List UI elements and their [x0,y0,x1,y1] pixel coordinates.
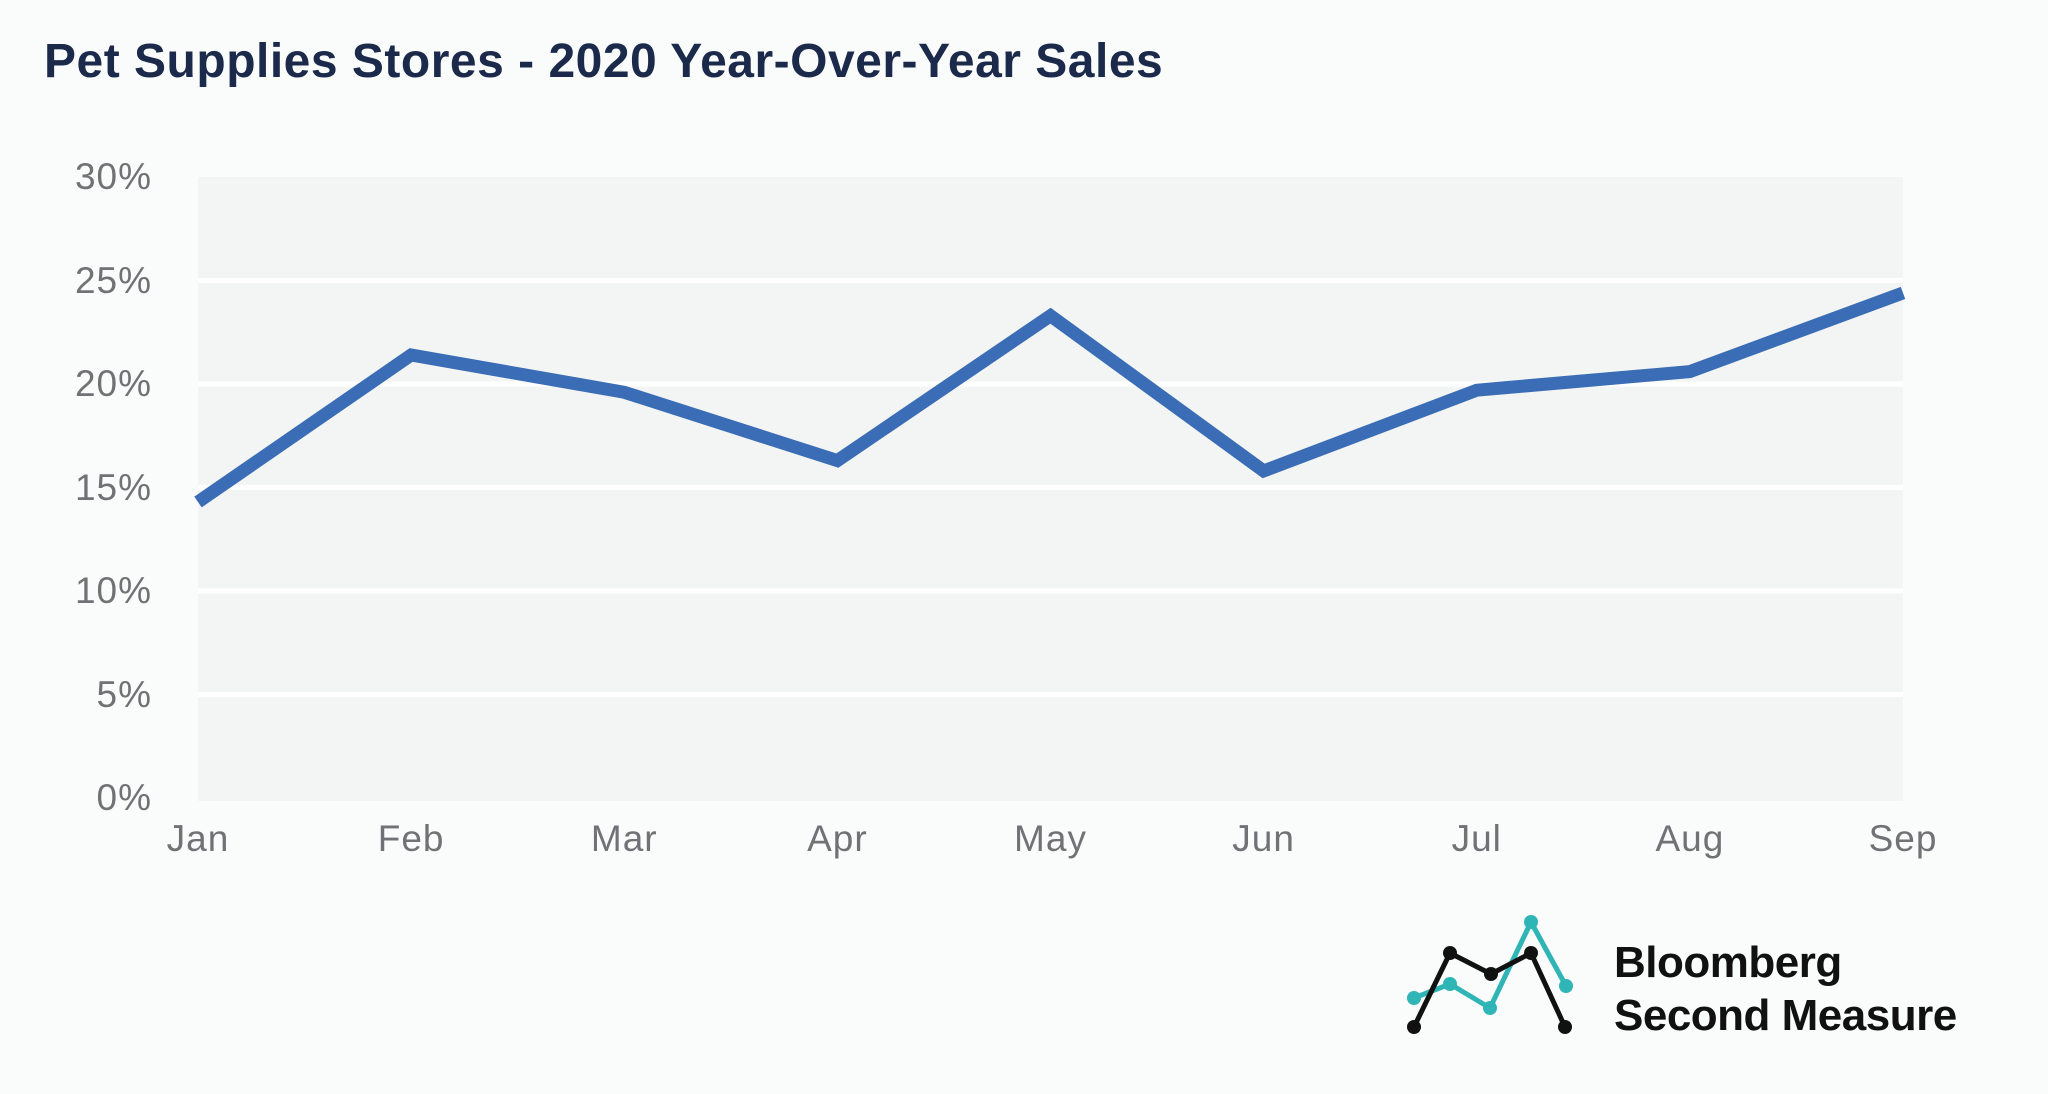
bloomberg-second-measure-logo: Bloomberg Second Measure [1398,912,1957,1042]
x-tick-label: Jun [1232,818,1295,859]
logo-teal-line [1411,919,1569,1011]
y-tick-label: 10% [74,570,152,611]
x-tick-label: Feb [377,818,445,859]
y-tick-label: 30% [74,156,152,197]
logo-teal-line-dot [1407,991,1421,1005]
logo-teal-line-dot [1559,979,1573,993]
logo-teal-line-dot [1483,1001,1497,1015]
logo-black-line-dot [1558,1020,1572,1034]
logo-line1: Bloomberg [1614,938,1842,987]
chart-title: Pet Supplies Stores - 2020 Year-Over-Yea… [44,35,1164,88]
logo-black-line-dot [1484,967,1498,981]
y-tick-label: 25% [74,259,152,301]
x-tick-label: Apr [807,818,868,859]
y-tick-label: 15% [74,466,152,508]
logo-black-line-dot [1524,946,1538,960]
logo-teal-line-dot [1524,915,1538,929]
y-tick-label: 20% [74,363,152,404]
logo-mark-icon [1407,915,1573,1034]
x-tick-label: Aug [1655,818,1725,859]
x-tick-label: Jan [166,818,230,859]
logo-text: Bloomberg Second Measure [1614,936,1957,1042]
x-tick-label: Sep [1868,818,1938,859]
sales-line [194,286,1906,508]
x-tick-label: Jul [1451,818,1502,859]
logo-line2: Second Measure [1614,991,1957,1040]
logo-black-line-dot [1443,946,1457,960]
logo-teal-line-dot [1443,977,1457,991]
x-tick-label: May [1014,818,1087,859]
y-tick-label: 5% [96,673,152,715]
y-tick-label: 0% [96,777,152,818]
logo-black-line-dot [1407,1020,1421,1034]
x-tick-label: Mar [590,818,658,859]
